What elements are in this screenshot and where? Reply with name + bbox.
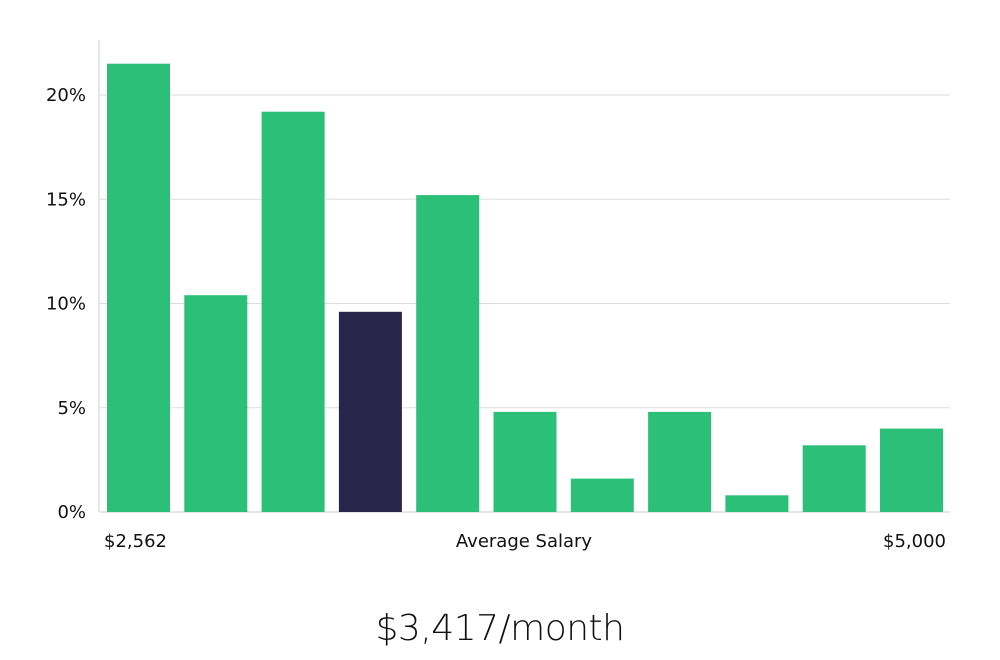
bar — [880, 428, 943, 512]
y-tick-label: 20% — [46, 85, 86, 106]
y-tick-label: 5% — [57, 398, 86, 419]
bar — [261, 111, 325, 512]
average-salary-summary: $3,417/month — [375, 608, 625, 649]
bar — [184, 295, 248, 512]
bar — [648, 411, 712, 512]
bars — [107, 63, 943, 512]
y-axis-ticks: 0% 5% 10% 15% 20% — [46, 85, 86, 523]
bar — [725, 495, 789, 512]
bar — [493, 411, 557, 512]
bar — [107, 63, 170, 512]
bar — [802, 445, 866, 512]
y-tick-label: 15% — [46, 189, 86, 210]
salary-histogram: 0% 5% 10% 15% 20% $2,562 Average Salary $5,0… — [46, 40, 950, 552]
bar — [570, 478, 634, 512]
bar — [416, 195, 480, 512]
y-tick-label: 10% — [46, 294, 86, 315]
x-center-label: Average Salary — [456, 531, 593, 552]
x-max-label: $5,000 — [883, 531, 946, 552]
x-min-label: $2,562 — [104, 531, 167, 552]
bar-highlighted — [338, 311, 402, 512]
y-tick-label: 0% — [57, 502, 86, 523]
